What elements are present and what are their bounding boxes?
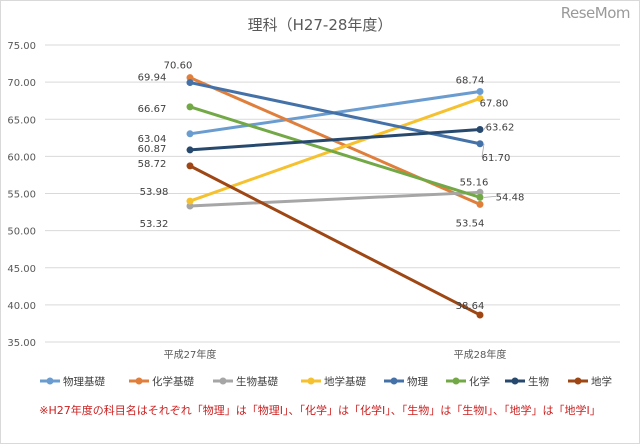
data-point xyxy=(476,94,484,102)
x-tick-label: 平成28年度 xyxy=(454,348,507,361)
legend-label: 生物 xyxy=(528,375,549,388)
data-label: 69.94 xyxy=(138,73,167,84)
data-label: 63.62 xyxy=(486,122,515,133)
x-axis: 平成27年度 平成28年度 xyxy=(164,348,507,361)
y-tick-label: 70.00 xyxy=(7,78,36,89)
y-tick-label: 45.00 xyxy=(7,264,36,275)
legend-label: 生物基礎 xyxy=(236,375,278,388)
series-line xyxy=(188,96,482,203)
y-tick-label: 60.00 xyxy=(7,152,36,163)
data-point xyxy=(186,162,194,170)
leader-lines xyxy=(481,126,497,198)
series-line xyxy=(188,105,482,199)
legend-marker xyxy=(307,377,315,385)
series-line xyxy=(188,127,482,152)
data-label: 54.48 xyxy=(496,192,525,203)
data-label: 60.87 xyxy=(138,144,167,155)
data-label: 68.74 xyxy=(456,75,485,86)
data-point xyxy=(186,74,194,82)
data-label: 55.16 xyxy=(460,177,489,188)
legend-label: 物理基礎 xyxy=(63,375,105,388)
series-lines xyxy=(186,74,484,319)
data-label: 53.54 xyxy=(456,218,485,229)
legend-marker xyxy=(135,377,143,385)
series-line xyxy=(188,164,482,317)
x-tick-label: 平成27年度 xyxy=(164,348,217,361)
y-tick-label: 40.00 xyxy=(7,301,36,312)
legend: 物理基礎 化学基礎 生物基礎 地学基礎 物理 化学 生物 地学 xyxy=(40,375,612,388)
data-point xyxy=(186,103,194,111)
legend-label: 化学 xyxy=(469,375,490,388)
legend-marker xyxy=(511,377,519,385)
legend-label: 地学 xyxy=(591,375,612,388)
legend-marker xyxy=(574,377,582,385)
data-label: 53.32 xyxy=(140,219,169,230)
y-tick-label: 50.00 xyxy=(7,227,36,238)
data-point xyxy=(186,202,194,210)
data-point xyxy=(186,130,194,138)
data-point xyxy=(476,193,484,201)
gridlines xyxy=(45,44,620,343)
data-point xyxy=(476,125,484,133)
y-tick-label: 55.00 xyxy=(7,190,36,201)
footnote: ※H27年度の科目名はそれぞれ「物理」は「物理Ⅰ」、「化学」は「化学Ⅰ」、「生物… xyxy=(39,404,601,417)
data-label: 70.60 xyxy=(164,61,193,72)
legend-label: 地学基礎 xyxy=(324,375,366,388)
data-label: 61.70 xyxy=(482,153,511,164)
legend-label: 物理 xyxy=(407,375,428,388)
data-labels: 63.04 68.74 70.60 53.54 53.32 55.16 53.98 67.80… xyxy=(138,61,525,312)
data-point xyxy=(476,87,484,95)
data-label: 53.98 xyxy=(140,187,169,198)
data-point xyxy=(476,140,484,148)
series-line xyxy=(188,190,482,208)
data-label: 58.72 xyxy=(138,159,167,170)
data-label: 66.67 xyxy=(138,104,167,115)
chart-title: 理科（H27-28年度） xyxy=(248,16,393,34)
data-label: 67.80 xyxy=(480,98,509,109)
y-tick-label: 65.00 xyxy=(7,115,36,126)
legend-marker xyxy=(219,377,227,385)
y-tick-label: 35.00 xyxy=(7,338,36,349)
leader-line xyxy=(481,143,485,157)
y-tick-label: 75.00 xyxy=(7,41,36,52)
data-point xyxy=(186,197,194,205)
data-label: 63.04 xyxy=(138,134,167,145)
leader-line xyxy=(483,195,497,198)
legend-marker xyxy=(390,377,398,385)
brand-logo: ReseMom xyxy=(560,4,631,22)
legend-marker xyxy=(452,377,460,385)
data-point xyxy=(186,146,194,154)
legend-marker xyxy=(46,377,54,385)
data-point xyxy=(476,311,484,319)
data-point xyxy=(186,79,194,87)
y-axis: 75.00 70.00 65.00 60.00 55.00 50.00 45.00 40.00… xyxy=(7,41,36,349)
data-label: 38.64 xyxy=(456,301,485,312)
data-point xyxy=(476,200,484,208)
legend-label: 化学基礎 xyxy=(152,375,194,388)
data-point xyxy=(476,188,484,196)
leader-line xyxy=(483,126,487,130)
